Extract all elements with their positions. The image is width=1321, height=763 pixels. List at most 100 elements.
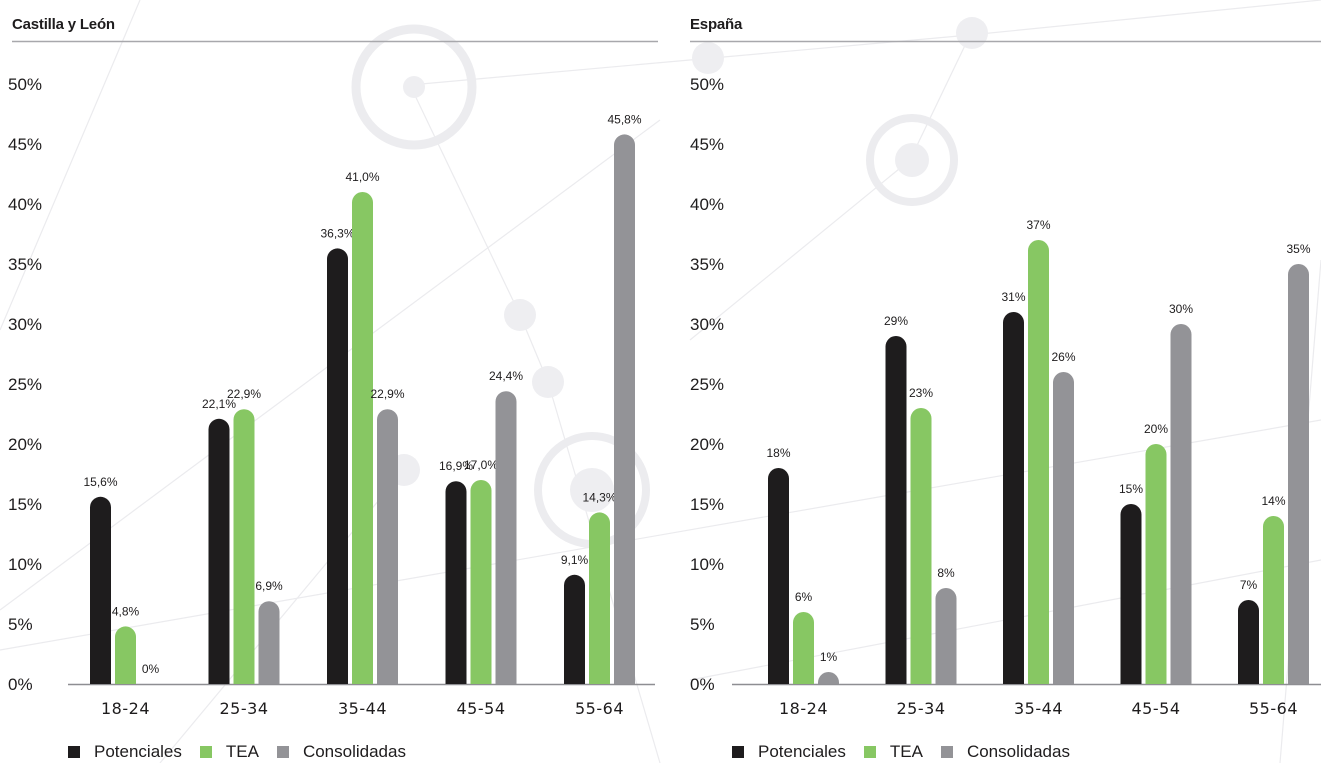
legend-item-tea: TEA <box>863 742 923 762</box>
x-category-label: 45-54 <box>1132 699 1181 718</box>
legend-label-potenciales: Potenciales <box>758 742 846 761</box>
data-label-tea-35-44: 41,0% <box>345 170 379 184</box>
legend-item-potenciales: Potenciales <box>732 742 846 762</box>
legend-swatch-consolidadas <box>940 746 953 758</box>
x-category-label: 35-44 <box>1014 699 1063 718</box>
legend-swatch-tea <box>863 746 876 758</box>
data-label-consolidadas-35-44: 22,9% <box>370 387 404 401</box>
bar-tea-45-54 <box>470 480 492 684</box>
legend-swatch-consolidadas <box>276 746 289 758</box>
data-label-tea-18-24: 4,8% <box>112 604 140 618</box>
bar-tea-35-44 <box>352 192 373 685</box>
y-tick-label: 30% <box>690 315 724 334</box>
legend-label-potenciales: Potenciales <box>94 742 182 761</box>
x-category-label: 35-44 <box>338 699 387 718</box>
y-tick-label: 35% <box>690 255 724 274</box>
legend-swatch-tea <box>199 746 212 758</box>
legend-swatch-potenciales <box>732 746 744 758</box>
data-label-consolidadas-45-54: 24,4% <box>489 369 523 383</box>
data-label-potenciales-25-34: 29% <box>884 314 908 328</box>
y-tick-label: 35% <box>8 255 42 274</box>
y-tick-label: 30% <box>8 315 42 334</box>
bar-consolidadas-25-34 <box>935 588 957 684</box>
y-tick-label: 15% <box>8 495 42 514</box>
x-category-label: 18-24 <box>779 699 828 718</box>
data-label-consolidadas-35-44: 26% <box>1051 350 1075 364</box>
legend-item-potenciales: Potenciales <box>68 742 182 762</box>
bar-tea-18-24 <box>793 612 814 684</box>
y-tick-label: 25% <box>8 375 42 394</box>
y-tick-label: 20% <box>690 435 724 454</box>
y-tick-label: 45% <box>690 135 724 154</box>
data-label-tea-35-44: 37% <box>1026 218 1050 232</box>
bar-tea-55-64 <box>589 512 610 684</box>
y-tick-label: 5% <box>8 615 33 634</box>
y-tick-label: 20% <box>8 435 42 454</box>
y-tick-label: 40% <box>8 195 42 214</box>
x-category-label: 25-34 <box>897 699 946 718</box>
data-label-potenciales-55-64: 7% <box>1240 578 1258 592</box>
y-tick-label: 25% <box>690 375 724 394</box>
bar-consolidadas-55-64 <box>1288 264 1309 684</box>
data-label-tea-25-34: 23% <box>909 386 933 400</box>
bar-tea-25-34 <box>233 409 255 684</box>
data-label-tea-45-54: 20% <box>1144 422 1168 436</box>
data-label-potenciales-55-64: 9,1% <box>561 553 589 567</box>
data-label-tea-55-64: 14% <box>1261 494 1285 508</box>
data-label-consolidadas-18-24: 0% <box>142 662 160 676</box>
bar-tea-25-34 <box>910 408 932 684</box>
data-label-potenciales-45-54: 16,9% <box>439 459 473 473</box>
bar-tea-35-44 <box>1028 240 1049 684</box>
data-label-potenciales-18-24: 18% <box>766 446 790 460</box>
legend-label-consolidadas: Consolidadas <box>966 742 1070 761</box>
y-tick-label: 50% <box>8 75 42 94</box>
y-tick-label: 10% <box>8 555 42 574</box>
legend-item-tea: TEA <box>199 742 259 762</box>
y-tick-label: 15% <box>690 495 724 514</box>
data-label-potenciales-45-54: 15% <box>1119 482 1143 496</box>
bar-consolidadas-55-64 <box>614 134 635 684</box>
bar-potenciales-18-24 <box>768 468 789 684</box>
bar-tea-45-54 <box>1145 444 1167 684</box>
x-category-label: 55-64 <box>1249 699 1298 718</box>
bar-consolidadas-35-44 <box>377 409 398 684</box>
data-label-consolidadas-25-34: 8% <box>937 566 955 580</box>
chart-espana: 0% 5% 10% 15% 20% 25% 30% 35% 40% 45% 50% 18% 6% 1% 18… <box>690 0 1321 763</box>
legend-label-consolidadas: Consolidadas <box>302 742 406 761</box>
legend-label-tea: TEA <box>889 742 923 761</box>
bar-potenciales-18-24 <box>90 496 111 684</box>
data-label-consolidadas-45-54: 30% <box>1169 302 1193 316</box>
y-tick-label: 10% <box>690 555 724 574</box>
chart-svg-castilla-y-leon: 0% 5% 10% 15% 20% 25% 30% 35% 40% 45% 50% 15,6% 4,8%… <box>8 40 658 718</box>
chart-legend: Potenciales TEA Consolidadas <box>68 742 424 762</box>
data-label-consolidadas-25-34: 6,9% <box>255 579 283 593</box>
bar-consolidadas-35-44 <box>1053 372 1074 684</box>
bar-potenciales-55-64 <box>1238 600 1259 684</box>
chart-title: España <box>690 16 747 33</box>
chart-svg-espana: 0% 5% 10% 15% 20% 25% 30% 35% 40% 45% 50% 18% 6% 1% 18… <box>690 40 1321 718</box>
y-tick-label: 45% <box>8 135 42 154</box>
bar-potenciales-45-54 <box>1120 504 1142 684</box>
data-label-consolidadas-55-64: 35% <box>1286 242 1310 256</box>
x-category-label: 55-64 <box>575 699 624 718</box>
chart-legend: Potenciales TEA Consolidadas <box>732 742 1088 762</box>
bar-potenciales-25-34 <box>885 336 907 684</box>
y-tick-label: 0% <box>690 675 715 694</box>
bar-consolidadas-25-34 <box>258 601 280 684</box>
x-category-label: 18-24 <box>101 699 150 718</box>
bar-tea-18-24 <box>115 626 136 684</box>
x-category-label: 25-34 <box>220 699 269 718</box>
data-label-potenciales-18-24: 15,6% <box>83 475 117 489</box>
data-label-tea-55-64: 14,3% <box>582 490 616 504</box>
data-label-tea-25-34: 22,9% <box>227 387 261 401</box>
legend-item-consolidadas: Consolidadas <box>276 742 406 762</box>
data-label-consolidadas-18-24: 1% <box>820 650 838 664</box>
bar-potenciales-35-44 <box>327 248 348 684</box>
bar-potenciales-55-64 <box>564 574 585 684</box>
data-label-potenciales-35-44: 36,3% <box>320 226 354 240</box>
bar-potenciales-45-54 <box>445 481 467 684</box>
chart-castilla-y-leon: 0% 5% 10% 15% 20% 25% 30% 35% 40% 45% 50% 15,6% 4,8%… <box>0 0 660 763</box>
chart-title: Castilla y León <box>12 16 119 33</box>
legend-item-consolidadas: Consolidadas <box>940 742 1070 762</box>
data-label-potenciales-35-44: 31% <box>1001 290 1025 304</box>
